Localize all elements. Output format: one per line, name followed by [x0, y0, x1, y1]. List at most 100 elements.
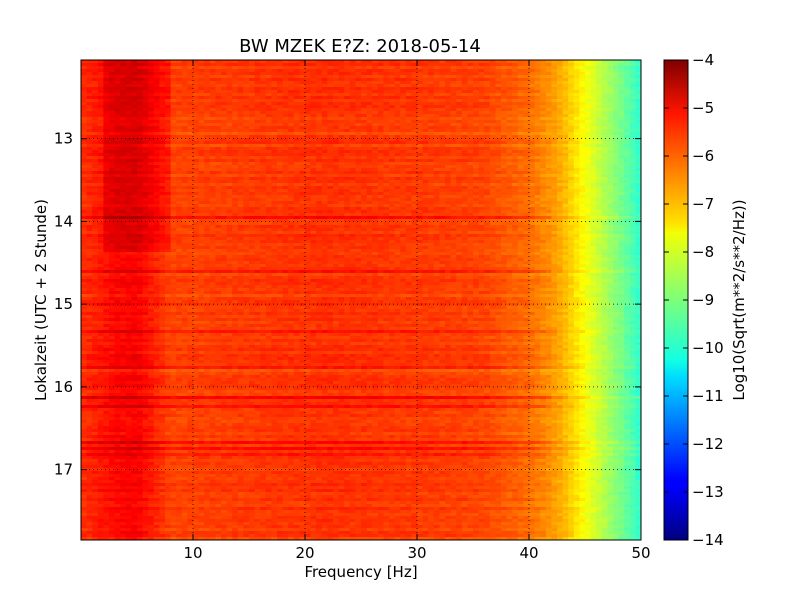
heatmap-cell — [495, 87, 502, 91]
heatmap-cell — [299, 81, 306, 85]
heatmap-cell — [501, 99, 508, 103]
heatmap-cell — [372, 72, 379, 76]
heatmap-cell — [478, 75, 485, 79]
heatmap-cell — [305, 198, 312, 202]
heatmap-cell — [114, 204, 121, 208]
heatmap-cell — [344, 60, 351, 64]
heatmap-cell — [557, 123, 564, 127]
heatmap-cell — [590, 147, 597, 151]
heatmap-cell — [137, 114, 144, 118]
heatmap-cell — [338, 177, 345, 181]
heatmap-cell — [377, 180, 384, 184]
heatmap-cell — [534, 141, 541, 145]
heatmap-cell — [562, 90, 569, 94]
heatmap-cell — [103, 165, 110, 169]
heatmap-cell — [148, 117, 155, 121]
heatmap-cell — [321, 132, 328, 136]
heatmap-cell — [170, 72, 177, 76]
heatmap-cell — [629, 168, 636, 172]
heatmap-cell — [198, 63, 205, 67]
heatmap-cell — [97, 159, 104, 163]
heatmap-cell — [148, 69, 155, 73]
heatmap-cell — [109, 78, 116, 82]
heatmap-cell — [187, 129, 194, 133]
heatmap-cell — [114, 189, 121, 193]
heatmap-cell — [355, 63, 362, 67]
heatmap-cell — [478, 78, 485, 82]
heatmap-cell — [478, 189, 485, 193]
heatmap-cell — [355, 75, 362, 79]
heatmap-cell — [226, 153, 233, 157]
heatmap-cell — [456, 144, 463, 148]
heatmap-cell — [305, 168, 312, 172]
heatmap-cell — [316, 78, 323, 82]
heatmap-cell — [333, 87, 340, 91]
heatmap-cell — [114, 72, 121, 76]
heatmap-cell — [254, 102, 261, 106]
heatmap-cell — [450, 123, 457, 127]
heatmap-cell — [433, 81, 440, 85]
heatmap-cell — [209, 75, 216, 79]
heatmap-cell — [97, 117, 104, 121]
heatmap-cell — [579, 138, 586, 142]
heatmap-cell — [86, 126, 93, 130]
heatmap-cell — [153, 105, 160, 109]
heatmap-cell — [316, 171, 323, 175]
heatmap-cell — [400, 147, 407, 151]
heatmap-cell — [165, 93, 172, 97]
heatmap-cell — [540, 117, 547, 121]
heatmap-cell — [215, 126, 222, 130]
heatmap-cell — [428, 138, 435, 142]
heatmap-cell — [254, 207, 261, 211]
heatmap-cell — [456, 93, 463, 97]
heatmap-cell — [176, 78, 183, 82]
heatmap-cell — [534, 78, 541, 82]
heatmap-cell — [125, 201, 132, 205]
heatmap-cell — [137, 75, 144, 79]
heatmap-cell — [131, 168, 138, 172]
heatmap-cell — [137, 192, 144, 196]
heatmap-cell — [142, 90, 149, 94]
heatmap-cell — [478, 195, 485, 199]
heatmap-cell — [562, 144, 569, 148]
heatmap-cell — [377, 102, 384, 106]
heatmap-cell — [456, 111, 463, 115]
heatmap-cell — [165, 165, 172, 169]
heatmap-cell — [366, 177, 373, 181]
heatmap-cell — [316, 66, 323, 70]
heatmap-cell — [495, 201, 502, 205]
heatmap-cell — [596, 168, 603, 172]
heatmap-cell — [344, 168, 351, 172]
heatmap-cell — [372, 162, 379, 166]
heatmap-cell — [529, 66, 536, 70]
heatmap-cell — [198, 153, 205, 157]
heatmap-cell — [428, 183, 435, 187]
heatmap-cell — [456, 126, 463, 130]
heatmap-cell — [249, 93, 256, 97]
heatmap-cell — [512, 105, 519, 109]
heatmap-cell — [254, 66, 261, 70]
heatmap-cell — [148, 78, 155, 82]
heatmap-cell — [193, 192, 200, 196]
heatmap-cell — [120, 123, 127, 127]
heatmap-cell — [366, 156, 373, 160]
heatmap-cell — [422, 174, 429, 178]
heatmap-cell — [405, 99, 412, 103]
heatmap-cell — [624, 165, 631, 169]
heatmap-cell — [461, 75, 468, 79]
heatmap-cell — [405, 186, 412, 190]
heatmap-cell — [187, 171, 194, 175]
heatmap-cell — [383, 189, 390, 193]
heatmap-cell — [618, 168, 625, 172]
heatmap-cell — [501, 147, 508, 151]
heatmap-cell — [495, 147, 502, 151]
heatmap-cell — [377, 168, 384, 172]
heatmap-cell — [601, 177, 608, 181]
heatmap-cell — [237, 63, 244, 67]
heatmap-cell — [534, 174, 541, 178]
heatmap-cell — [394, 156, 401, 160]
heatmap-cell — [624, 72, 631, 76]
heatmap-cell — [187, 120, 194, 124]
heatmap-cell — [282, 111, 289, 115]
heatmap-cell — [333, 78, 340, 82]
